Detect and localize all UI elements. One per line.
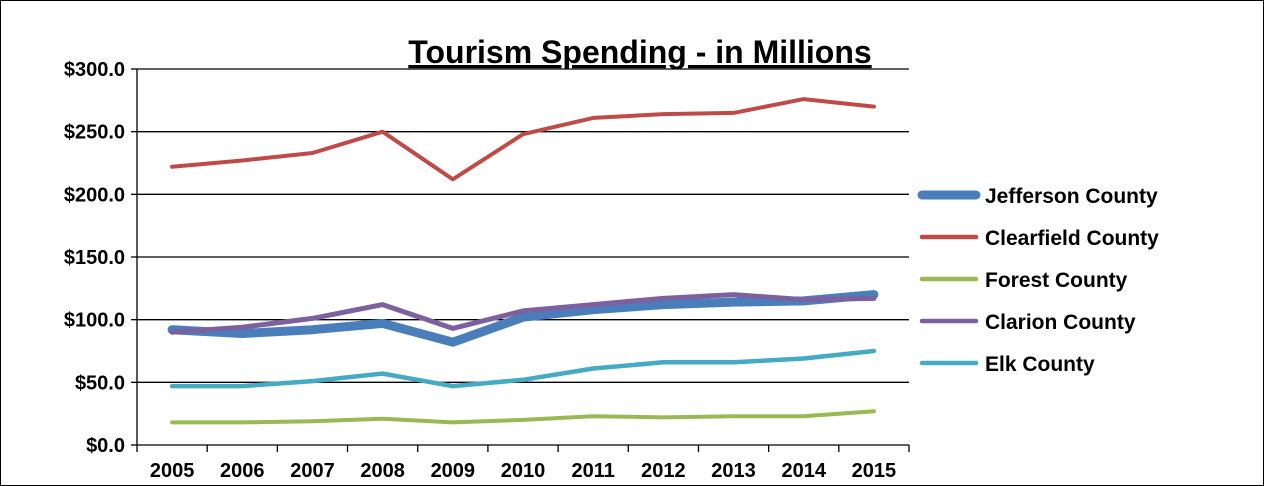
y-tick-label: $300.0 xyxy=(64,59,125,81)
x-tick-label: 2006 xyxy=(220,460,265,482)
x-tick-label: 2005 xyxy=(150,460,195,482)
legend-label: Forest County xyxy=(985,269,1128,292)
series-lines xyxy=(167,97,879,425)
legend-label: Clarion County xyxy=(985,311,1136,334)
x-tick-label: 2013 xyxy=(711,460,756,482)
legend: Jefferson County Clearfield County Forest … xyxy=(917,185,1159,376)
x-tick-label: 2009 xyxy=(431,460,476,482)
x-tick-label: 2012 xyxy=(641,460,686,482)
y-tick-label: $150.0 xyxy=(64,247,125,269)
legend-label: Elk County xyxy=(985,353,1095,376)
y-tick-label: $200.0 xyxy=(64,184,125,206)
series-line-elk-county xyxy=(169,348,877,389)
x-tick-label: 2010 xyxy=(501,460,546,482)
legend-label: Clearfield County xyxy=(985,227,1159,250)
series-line-clearfield-county xyxy=(170,97,876,182)
x-tick-label: 2015 xyxy=(852,460,897,482)
series-line-forest-county xyxy=(170,409,876,425)
y-tick-label: $100.0 xyxy=(64,310,125,332)
x-tick-label: 2014 xyxy=(781,460,826,482)
y-tick-label: $0.0 xyxy=(86,435,125,457)
legend-label: Jefferson County xyxy=(985,185,1158,208)
x-tick-label: 2007 xyxy=(290,460,335,482)
y-tick-label: $250.0 xyxy=(64,122,125,144)
y-axis-ticks: $0.0 $50.0 $100.0 $150.0 $200.0 $250.0 $300.0 xyxy=(64,59,125,457)
x-tick-label: 2008 xyxy=(360,460,405,482)
x-tick-label: 2011 xyxy=(571,460,614,482)
y-tick-label: $50.0 xyxy=(75,372,125,394)
chart-title: Tourism Spending - in Millions xyxy=(408,34,871,70)
axes xyxy=(131,68,910,452)
x-axis-ticks: 2005 2006 2007 2008 2009 2010 2011 2012 2013 2014… xyxy=(150,460,896,482)
series-line-clarion-county xyxy=(169,292,877,335)
series-line-jefferson-county xyxy=(167,290,879,347)
